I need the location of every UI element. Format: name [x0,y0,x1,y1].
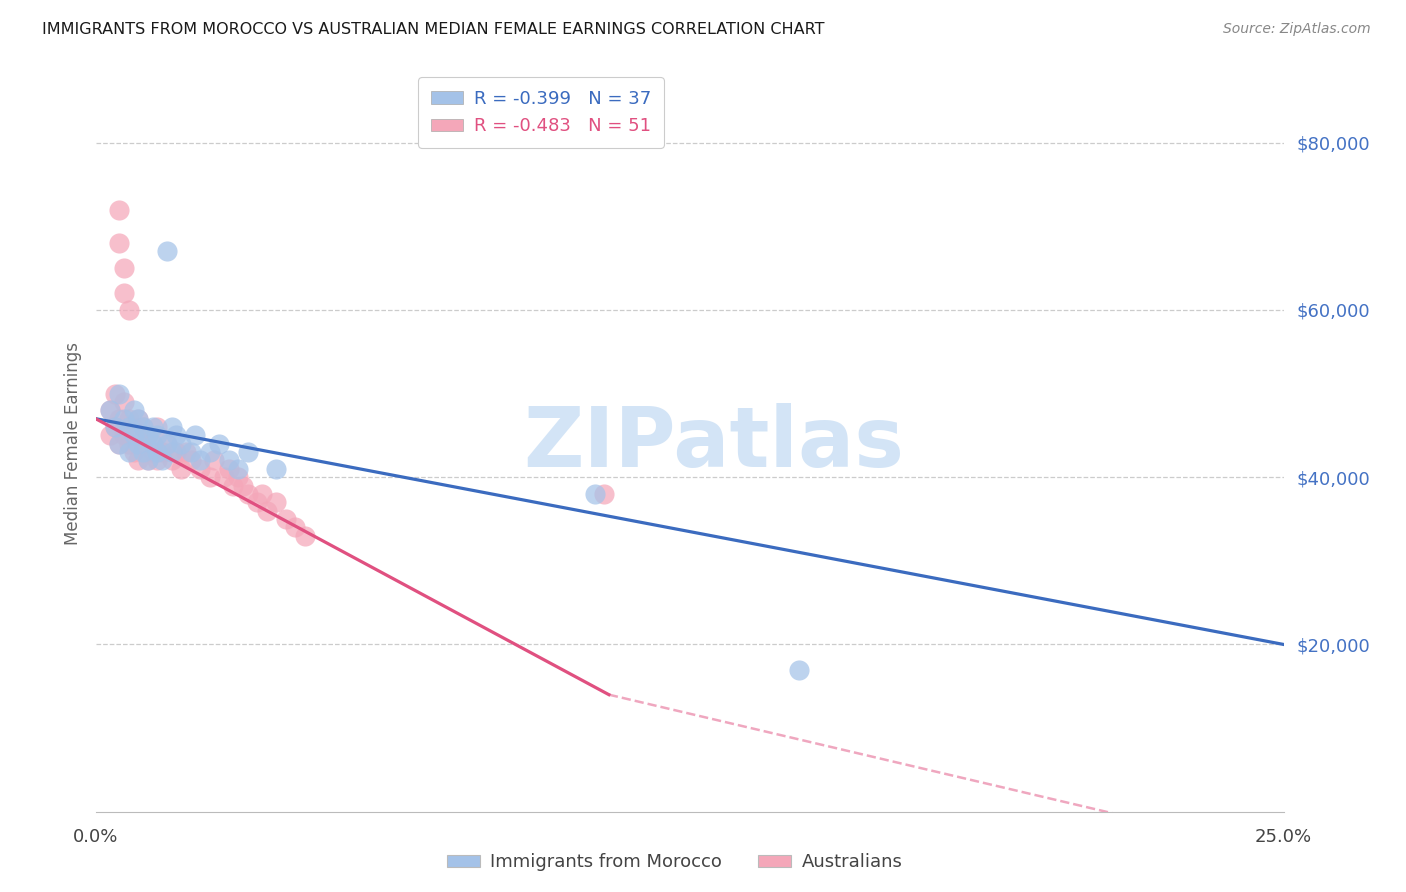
Point [132,420,155,434]
Point [142,420,165,434]
Point [127,437,149,451]
Point [294,529,316,543]
Point [198,445,221,459]
Point [208,437,231,451]
Point [132,445,155,459]
Point [108,437,131,451]
Point [104,420,127,434]
Point [122,445,145,459]
Point [165,428,187,442]
Point [136,453,159,467]
Point [156,244,179,259]
Point [112,395,135,409]
Point [583,487,606,501]
Point [112,286,135,301]
Point [212,470,235,484]
Point [136,453,159,467]
Point [180,445,202,459]
Point [284,520,307,534]
Point [132,437,155,451]
Point [787,663,810,677]
Point [108,202,131,217]
Point [204,453,226,467]
Point [108,411,131,425]
Point [156,437,179,451]
Point [108,386,131,401]
Point [136,428,159,442]
Text: ZIPatlas: ZIPatlas [523,403,904,484]
Point [174,445,197,459]
Text: Source: ZipAtlas.com: Source: ZipAtlas.com [1223,22,1371,37]
Point [218,462,240,476]
Point [122,420,145,434]
Point [170,462,193,476]
Point [136,428,159,442]
Point [146,453,169,467]
Point [112,261,135,276]
Point [226,470,249,484]
Point [118,411,141,425]
Point [118,445,141,459]
Point [146,428,169,442]
Point [165,445,187,459]
Point [250,487,273,501]
Point [593,487,616,501]
Point [160,420,183,434]
Point [132,420,155,434]
Point [118,437,141,451]
Point [160,445,183,459]
Point [274,512,297,526]
Point [98,428,121,442]
Point [98,403,121,417]
Point [218,453,240,467]
Point [184,428,207,442]
Point [104,386,127,401]
Point [127,453,149,467]
Point [127,411,149,425]
Point [246,495,269,509]
Point [156,437,179,451]
Point [150,453,173,467]
Point [160,453,183,467]
Point [108,437,131,451]
Legend: R = -0.399   N = 37, R = -0.483   N = 51: R = -0.399 N = 37, R = -0.483 N = 51 [418,78,664,148]
Point [112,428,135,442]
Point [122,428,145,442]
Point [188,453,211,467]
Point [104,420,127,434]
Point [98,403,121,417]
Point [122,403,145,417]
Point [142,437,165,451]
Point [150,445,173,459]
Point [142,437,165,451]
Point [232,478,254,492]
Point [226,462,249,476]
Y-axis label: Median Female Earnings: Median Female Earnings [63,343,82,545]
Point [142,445,165,459]
Legend: Immigrants from Morocco, Australians: Immigrants from Morocco, Australians [440,847,910,879]
Point [108,236,131,251]
Point [180,453,202,467]
Point [264,462,287,476]
Point [236,487,259,501]
Point [112,411,135,425]
Point [118,420,141,434]
Point [170,437,193,451]
Point [256,503,278,517]
Point [118,303,141,318]
Point [264,495,287,509]
Text: IMMIGRANTS FROM MOROCCO VS AUSTRALIAN MEDIAN FEMALE EARNINGS CORRELATION CHART: IMMIGRANTS FROM MOROCCO VS AUSTRALIAN ME… [42,22,825,37]
Point [146,445,169,459]
Point [236,445,259,459]
Point [188,462,211,476]
Point [146,420,169,434]
Point [198,470,221,484]
Point [222,478,245,492]
Point [127,411,149,425]
